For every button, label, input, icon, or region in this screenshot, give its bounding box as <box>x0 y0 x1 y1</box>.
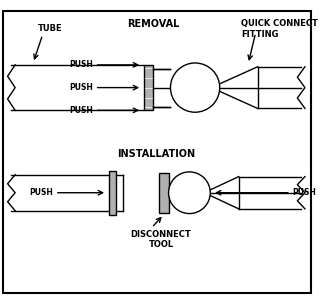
Text: PUSH: PUSH <box>69 106 93 115</box>
Text: PUSH: PUSH <box>69 83 93 92</box>
Bar <box>159 173 168 212</box>
Text: INSTALLATION: INSTALLATION <box>117 149 195 159</box>
Bar <box>109 171 116 215</box>
Circle shape <box>168 172 210 213</box>
Text: DISCONNECT
TOOL: DISCONNECT TOOL <box>131 230 191 249</box>
Circle shape <box>170 63 220 112</box>
Text: PUSH: PUSH <box>293 188 316 197</box>
Text: TUBE: TUBE <box>38 24 63 33</box>
Text: PUSH: PUSH <box>69 60 93 69</box>
Bar <box>144 65 154 110</box>
Text: QUICK CONNECT
FITTING: QUICK CONNECT FITTING <box>242 19 318 39</box>
Text: PUSH: PUSH <box>29 188 53 197</box>
Text: REMOVAL: REMOVAL <box>127 19 180 29</box>
